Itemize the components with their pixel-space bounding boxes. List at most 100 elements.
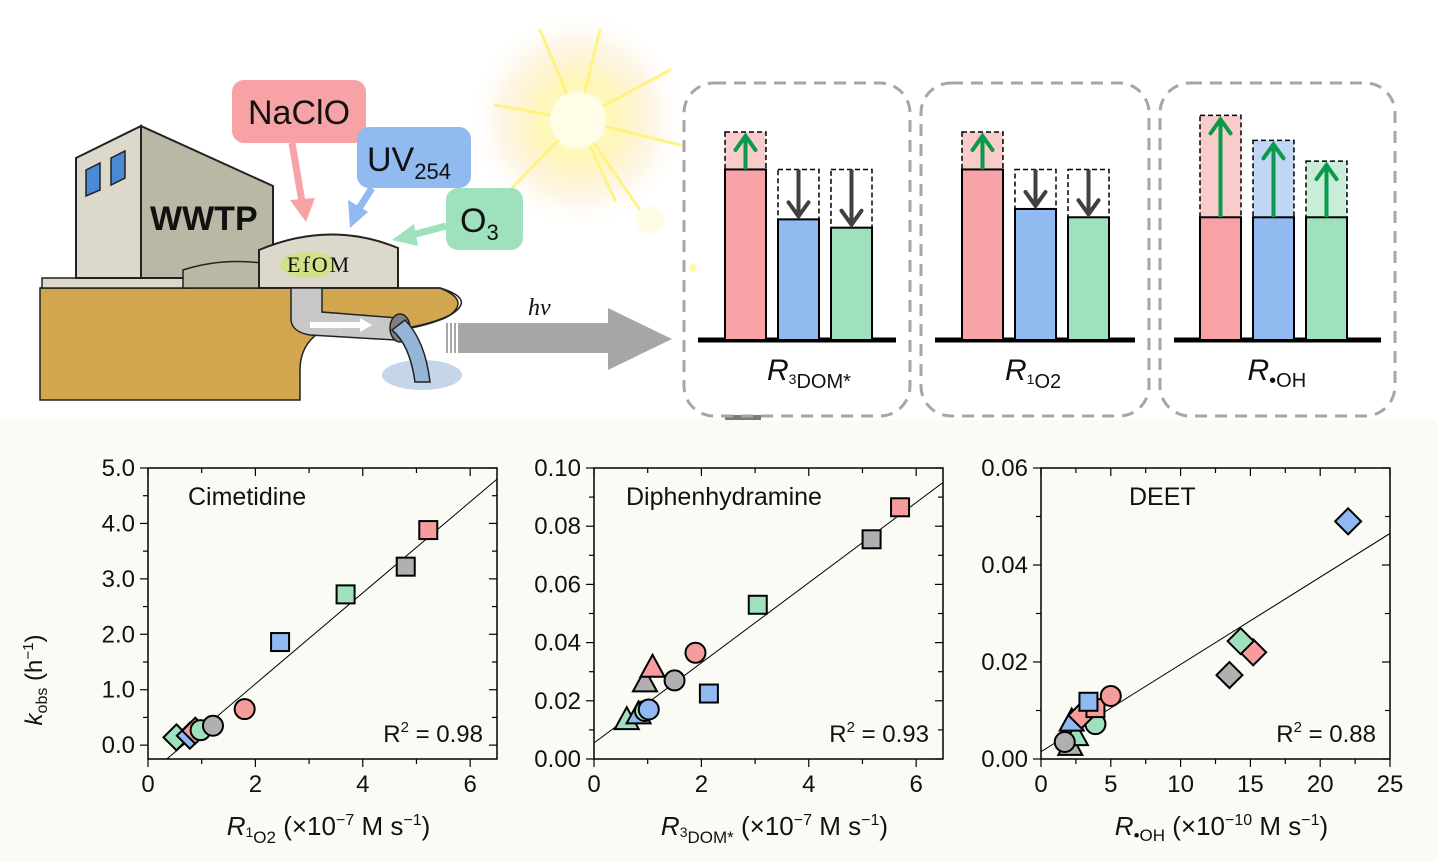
data-point-triangle <box>631 667 659 693</box>
ylabel-exp: −1 <box>20 643 37 660</box>
xlabel-unit-exp: −1 <box>861 812 879 829</box>
treatment-subscript: 3 <box>486 220 498 245</box>
xlabel-unit: M s <box>354 811 403 841</box>
panel-0: R3DOM* <box>682 81 912 418</box>
xlabel-close: ) <box>422 811 431 841</box>
x-tick-label: 0 <box>141 771 154 798</box>
ylabel-close: ) <box>21 635 48 643</box>
panel-label-sup: 1 <box>1027 371 1035 387</box>
x-tick-label: 0 <box>1034 771 1047 798</box>
x-tick-label: 5 <box>1104 771 1117 798</box>
r-squared-value: = 0.88 <box>1302 721 1376 748</box>
sun-icon <box>468 10 697 272</box>
xlabel-close: ) <box>1320 811 1329 841</box>
chart-title: DEET <box>1129 483 1196 511</box>
r-squared-exp: 2 <box>847 719 855 736</box>
treatment-uv254: UV254 <box>348 127 471 228</box>
r-squared-value: = 0.93 <box>855 721 929 748</box>
xlabel-scale: (×10 <box>1165 811 1225 841</box>
data-point-square <box>418 520 439 541</box>
data-point-diamond <box>1226 626 1256 656</box>
outfall-pipe-icon <box>290 287 462 390</box>
panel-label-sup: 3 <box>789 371 797 387</box>
panel-border <box>919 81 1151 418</box>
bar-uv254 <box>1252 216 1295 341</box>
treatment-naclo: NaClO <box>232 80 366 222</box>
treatment-label: NaClO <box>248 94 350 132</box>
panel-label-sub: O2 <box>1034 371 1061 393</box>
xlabel-exp: −7 <box>336 812 354 829</box>
ylabel-unit: (h <box>21 660 48 688</box>
xlabel-unit-exp: −1 <box>1301 812 1319 829</box>
xlabel-sup: 3 <box>680 824 688 840</box>
panel-label: R•OH <box>1248 354 1307 392</box>
arrow-down-icon <box>290 198 315 222</box>
x-axis-label: R•OH (×10−10 M s−1) <box>1115 811 1328 845</box>
bar-o3 <box>1067 216 1110 341</box>
y-tick-label: 0.06 <box>981 455 1028 482</box>
plant-label: WWTP <box>150 200 258 238</box>
arrow-down-head-icon <box>839 208 864 229</box>
y-tick-label: 5.0 <box>102 455 135 482</box>
svg-text:kobs (h−1): kobs (h−1) <box>20 635 51 726</box>
panel-label-main: R <box>767 354 789 387</box>
treatment-label: O <box>460 202 486 240</box>
chart-title: Cimetidine <box>188 483 306 511</box>
y-tick-label: 0.10 <box>534 455 581 482</box>
panel-border <box>682 81 912 418</box>
y-tick-label: 0.0 <box>102 732 135 759</box>
data-point-circle <box>684 641 707 664</box>
r-squared-exp: 2 <box>1294 719 1302 736</box>
r-squared-r: R <box>1276 721 1293 748</box>
data-point-circle <box>663 669 686 692</box>
chart-title: Diphenhydramine <box>626 483 822 511</box>
ylabel-sub: obs <box>34 688 51 714</box>
data-point-circle <box>1053 731 1076 754</box>
x-tick-label: 6 <box>909 771 922 798</box>
arrow-up-head-icon <box>1208 115 1233 136</box>
r-squared-label: R2 = 0.93 <box>829 719 929 748</box>
data-point-square <box>395 556 416 577</box>
arrow-down-icon <box>348 200 368 228</box>
data-point-square <box>861 529 882 550</box>
scatter-charts-svg: kobs (h−1) 0 2 4 60.01.02.03.04.05.0Cimetid… <box>20 455 1403 847</box>
y-tick-label: 4.0 <box>102 510 135 537</box>
arrow-up-head-icon <box>733 132 758 152</box>
panel-1: R1O2 <box>919 81 1151 418</box>
data-point-square <box>335 584 356 605</box>
data-point-square <box>1078 691 1099 712</box>
xlabel-main: R <box>227 811 246 841</box>
wwtp-building-icon: WWTP <box>41 124 274 289</box>
r-squared-label: R2 = 0.88 <box>1276 719 1376 748</box>
fit-line <box>166 478 497 759</box>
svg-text:O3: O3 <box>460 202 499 245</box>
bar-naclo <box>724 168 767 341</box>
arrow-left-icon <box>392 224 418 246</box>
panel-2: R•OH <box>1158 81 1397 418</box>
y-tick-label: 0.06 <box>534 571 581 598</box>
hv-label: hv <box>528 295 551 321</box>
bar-naclo <box>961 168 1004 341</box>
panel-label-sub: DOM* <box>796 371 851 393</box>
xlabel-unit: M s <box>1252 811 1301 841</box>
treatment-label: UV <box>367 141 415 179</box>
data-point-triangle <box>638 652 667 678</box>
svg-text:UV254: UV254 <box>367 141 451 184</box>
schematic-svg: WWTP EfOM NaClO UV254 <box>39 10 1397 462</box>
data-point-circle <box>201 714 224 737</box>
x-tick-label: 10 <box>1167 771 1194 798</box>
x-axis-label: R3DOM* (×10−7 M s−1) <box>661 811 888 847</box>
arrow-up-head-icon <box>970 132 995 152</box>
y-tick-label: 0.02 <box>534 688 581 715</box>
bar-naclo <box>1199 216 1242 341</box>
y-tick-label: 0.00 <box>981 746 1028 773</box>
xlabel-exp: −10 <box>1225 812 1252 829</box>
panel-label: R3DOM* <box>767 354 851 393</box>
panel-label: R1O2 <box>1005 354 1061 393</box>
x-tick-label: 15 <box>1237 771 1264 798</box>
treatment-subscript: 254 <box>414 159 451 184</box>
r-squared-r: R <box>829 721 846 748</box>
efom-tank-icon: EfOM <box>258 233 399 289</box>
r-squared-label: R2 = 0.98 <box>383 719 483 748</box>
